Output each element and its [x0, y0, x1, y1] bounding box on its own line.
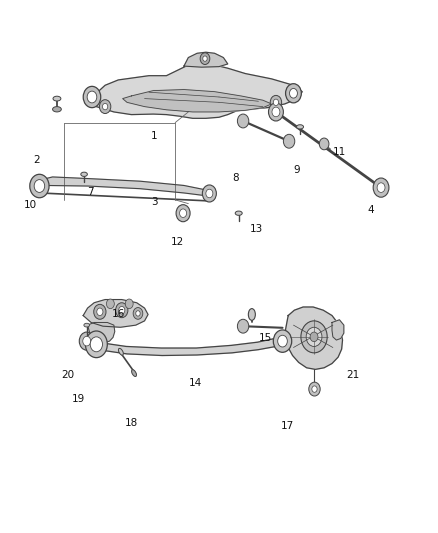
- Text: 4: 4: [368, 205, 374, 215]
- Circle shape: [309, 382, 320, 396]
- Ellipse shape: [235, 211, 242, 215]
- Polygon shape: [39, 177, 210, 196]
- Circle shape: [202, 185, 216, 202]
- Text: 21: 21: [346, 370, 359, 381]
- Ellipse shape: [84, 323, 90, 327]
- Circle shape: [133, 308, 143, 319]
- Text: 2: 2: [33, 155, 39, 165]
- Text: 19: 19: [72, 394, 85, 405]
- Circle shape: [83, 336, 91, 346]
- Polygon shape: [286, 307, 343, 369]
- Ellipse shape: [297, 125, 304, 129]
- Text: 13: 13: [250, 224, 263, 234]
- Circle shape: [180, 209, 187, 217]
- Polygon shape: [88, 322, 115, 342]
- Ellipse shape: [81, 172, 87, 176]
- Circle shape: [273, 330, 292, 352]
- Circle shape: [312, 386, 317, 392]
- Circle shape: [97, 308, 103, 316]
- Ellipse shape: [53, 107, 61, 112]
- Text: 20: 20: [61, 370, 74, 381]
- Circle shape: [203, 56, 207, 61]
- Circle shape: [136, 311, 140, 316]
- Circle shape: [290, 88, 297, 98]
- Ellipse shape: [248, 309, 255, 320]
- Text: 14: 14: [188, 378, 201, 389]
- Polygon shape: [123, 90, 272, 112]
- Circle shape: [310, 332, 318, 342]
- Circle shape: [270, 95, 282, 109]
- Text: 15: 15: [258, 333, 272, 343]
- Circle shape: [79, 332, 94, 350]
- Circle shape: [268, 103, 283, 121]
- Text: 3: 3: [151, 197, 158, 207]
- Polygon shape: [83, 300, 148, 327]
- Text: 9: 9: [293, 165, 300, 175]
- Ellipse shape: [118, 349, 124, 355]
- Circle shape: [286, 84, 301, 103]
- Circle shape: [272, 107, 280, 117]
- Circle shape: [373, 178, 389, 197]
- Text: 12: 12: [171, 237, 184, 247]
- Circle shape: [119, 306, 125, 314]
- Text: 10: 10: [24, 200, 37, 210]
- Circle shape: [306, 327, 322, 346]
- Circle shape: [176, 205, 190, 222]
- Circle shape: [106, 299, 114, 309]
- Circle shape: [301, 321, 327, 353]
- Circle shape: [94, 304, 106, 319]
- Circle shape: [116, 303, 128, 318]
- Text: 8: 8: [232, 173, 239, 183]
- Circle shape: [125, 299, 133, 309]
- Text: 17: 17: [280, 421, 293, 431]
- Circle shape: [90, 337, 102, 352]
- Ellipse shape: [131, 370, 137, 376]
- Text: 18: 18: [125, 418, 138, 429]
- Text: 16: 16: [112, 309, 125, 319]
- Circle shape: [85, 331, 107, 358]
- Circle shape: [237, 319, 249, 333]
- Circle shape: [87, 91, 97, 103]
- Circle shape: [319, 138, 329, 150]
- Text: 7: 7: [88, 187, 94, 197]
- Circle shape: [30, 174, 49, 198]
- Circle shape: [283, 134, 295, 148]
- Circle shape: [237, 114, 249, 128]
- Ellipse shape: [53, 96, 61, 101]
- Circle shape: [273, 99, 279, 106]
- Polygon shape: [88, 63, 302, 118]
- Circle shape: [278, 335, 287, 347]
- Circle shape: [206, 189, 213, 198]
- Circle shape: [34, 180, 45, 192]
- Text: 1: 1: [151, 131, 158, 141]
- Polygon shape: [95, 336, 284, 356]
- Polygon shape: [184, 52, 228, 67]
- Circle shape: [83, 86, 101, 108]
- Circle shape: [200, 53, 210, 64]
- Text: 11: 11: [333, 147, 346, 157]
- Polygon shape: [332, 320, 344, 340]
- Circle shape: [102, 103, 108, 110]
- Circle shape: [99, 100, 111, 114]
- Circle shape: [377, 183, 385, 192]
